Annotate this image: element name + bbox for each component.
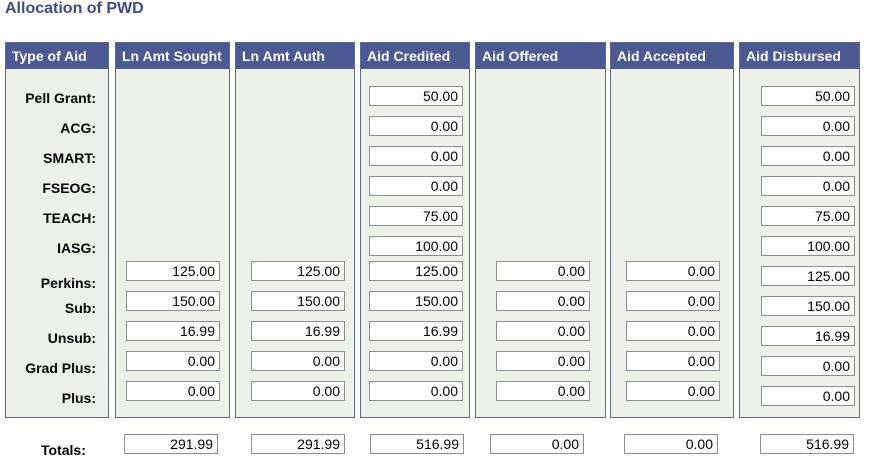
row-label-plus: Plus: bbox=[61, 390, 96, 406]
perkins-ln-amt-auth-input[interactable] bbox=[251, 261, 345, 281]
page-title: Allocation of PWD bbox=[5, 0, 144, 17]
grad-plus-aid-accepted-input[interactable] bbox=[626, 351, 720, 371]
grad-plus-ln-amt-sought-input[interactable] bbox=[126, 351, 220, 371]
aid-accepted-header: Aid Accepted bbox=[611, 43, 733, 69]
unsub-aid-offered-input[interactable] bbox=[496, 321, 590, 341]
smart-aid-credited-input[interactable] bbox=[369, 146, 463, 166]
plus-aid-disbursed-input[interactable] bbox=[761, 386, 855, 406]
total-aid-disbursed[interactable] bbox=[760, 434, 854, 454]
acg-aid-credited-input[interactable] bbox=[369, 116, 463, 136]
plus-ln-amt-auth-input[interactable] bbox=[251, 381, 345, 401]
teach-aid-credited-input[interactable] bbox=[369, 206, 463, 226]
plus-aid-offered-input[interactable] bbox=[496, 381, 590, 401]
aid-credited-header: Aid Credited bbox=[361, 43, 469, 69]
row-label-iasg: IASG: bbox=[57, 240, 96, 256]
pell-aid-credited-input[interactable] bbox=[369, 86, 463, 106]
iasg-aid-credited-input[interactable] bbox=[369, 236, 463, 256]
smart-aid-disbursed-input[interactable] bbox=[761, 146, 855, 166]
sub-aid-offered-input[interactable] bbox=[496, 291, 590, 311]
ln-amt-auth-header: Ln Amt Auth bbox=[236, 43, 354, 69]
sub-aid-disbursed-input[interactable] bbox=[761, 296, 855, 316]
sub-ln-amt-sought-input[interactable] bbox=[126, 291, 220, 311]
sub-aid-credited-input[interactable] bbox=[369, 291, 463, 311]
perkins-ln-amt-sought-input[interactable] bbox=[126, 261, 220, 281]
teach-aid-disbursed-input[interactable] bbox=[761, 206, 855, 226]
unsub-ln-amt-sought-input[interactable] bbox=[126, 321, 220, 341]
perkins-aid-accepted-input[interactable] bbox=[626, 261, 720, 281]
grad-plus-ln-amt-auth-input[interactable] bbox=[251, 351, 345, 371]
type-of-aid-header: Type of Aid bbox=[6, 43, 108, 69]
type-of-aid-column: Type of Aid bbox=[5, 42, 109, 418]
plus-aid-credited-input[interactable] bbox=[369, 381, 463, 401]
row-label-perkins: Perkins: bbox=[40, 275, 96, 291]
sub-aid-accepted-input[interactable] bbox=[626, 291, 720, 311]
pell-aid-disbursed-input[interactable] bbox=[761, 86, 855, 106]
acg-aid-disbursed-input[interactable] bbox=[761, 116, 855, 136]
totals-label: Totals: bbox=[41, 442, 86, 458]
fseog-aid-disbursed-input[interactable] bbox=[761, 176, 855, 196]
plus-aid-accepted-input[interactable] bbox=[626, 381, 720, 401]
grad-plus-aid-disbursed-input[interactable] bbox=[761, 356, 855, 376]
total-ln-amt-auth[interactable] bbox=[251, 434, 345, 454]
unsub-ln-amt-auth-input[interactable] bbox=[251, 321, 345, 341]
total-ln-amt-sought[interactable] bbox=[124, 434, 218, 454]
fseog-aid-credited-input[interactable] bbox=[369, 176, 463, 196]
ln-amt-sought-header: Ln Amt Sought bbox=[116, 43, 229, 69]
sub-ln-amt-auth-input[interactable] bbox=[251, 291, 345, 311]
plus-ln-amt-sought-input[interactable] bbox=[126, 381, 220, 401]
row-label-sub: Sub: bbox=[64, 300, 96, 316]
aid-disbursed-header: Aid Disbursed bbox=[740, 43, 859, 69]
grad-plus-aid-offered-input[interactable] bbox=[496, 351, 590, 371]
row-label-teach: TEACH: bbox=[43, 210, 96, 226]
perkins-aid-offered-input[interactable] bbox=[496, 261, 590, 281]
iasg-aid-disbursed-input[interactable] bbox=[761, 236, 855, 256]
row-label-grad-plus: Grad Plus: bbox=[25, 360, 96, 376]
unsub-aid-credited-input[interactable] bbox=[369, 321, 463, 341]
unsub-aid-accepted-input[interactable] bbox=[626, 321, 720, 341]
row-label-fseog: FSEOG: bbox=[42, 180, 96, 196]
total-aid-credited[interactable] bbox=[370, 434, 464, 454]
perkins-aid-credited-input[interactable] bbox=[369, 261, 463, 281]
row-label-pell-grant: Pell Grant: bbox=[25, 90, 96, 106]
total-aid-accepted[interactable] bbox=[624, 434, 718, 454]
row-label-unsub: Unsub: bbox=[47, 330, 96, 346]
row-label-smart: SMART: bbox=[43, 150, 96, 166]
unsub-aid-disbursed-input[interactable] bbox=[761, 326, 855, 346]
perkins-aid-disbursed-input[interactable] bbox=[761, 266, 855, 286]
total-aid-offered[interactable] bbox=[490, 434, 584, 454]
row-label-acg: ACG: bbox=[60, 120, 96, 136]
grad-plus-aid-credited-input[interactable] bbox=[369, 351, 463, 371]
aid-offered-header: Aid Offered bbox=[476, 43, 605, 69]
